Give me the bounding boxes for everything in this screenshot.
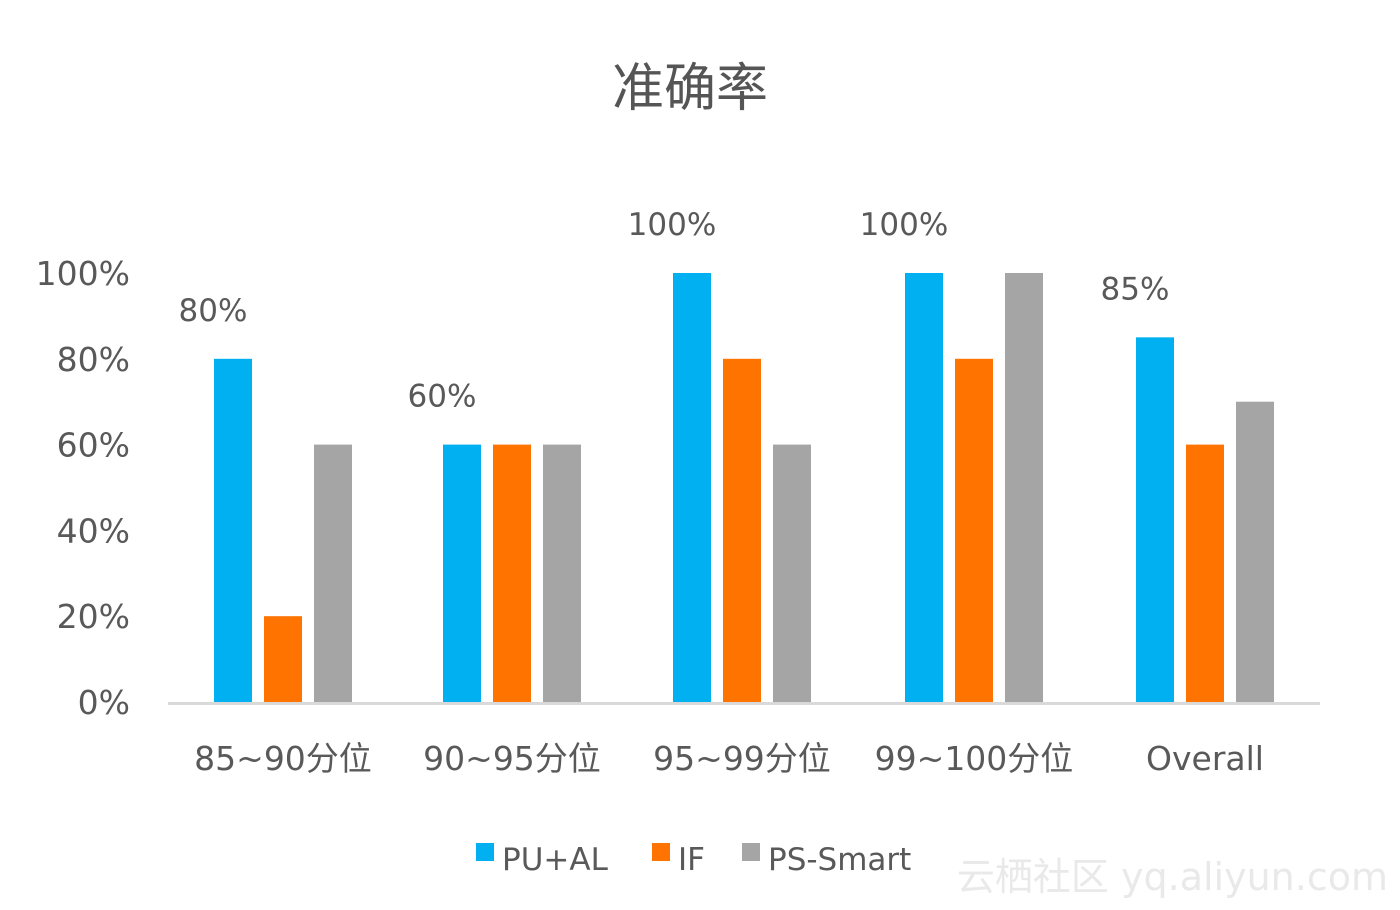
bar-ps-smart: [1005, 273, 1043, 702]
y-tick-label: 60%: [57, 426, 130, 465]
bar-if: [955, 358, 993, 702]
legend-swatch-if: [652, 843, 670, 861]
x-category-label: 85~90分位: [194, 739, 372, 778]
bar-pu-al: [214, 358, 252, 702]
legend-swatch-ps-smart: [742, 843, 760, 861]
legend-label-pu-al: PU+AL: [502, 842, 609, 878]
y-tick-label: 80%: [57, 340, 130, 379]
bar-pu-al: [443, 444, 481, 702]
y-tick-label: 100%: [36, 254, 130, 293]
bar-ps-smart: [773, 444, 811, 702]
bar-if: [264, 616, 302, 702]
bar-ps-smart: [314, 444, 352, 702]
data-label: 100%: [860, 207, 949, 243]
bars: [214, 273, 1274, 702]
x-axis: 85~90分位 90~95分位 95~99分位 99~100分位 Overall: [168, 702, 1320, 778]
watermark: 云栖社区 yq.aliyun.com: [957, 855, 1388, 899]
x-category-label: Overall: [1146, 739, 1264, 778]
bar-if: [1186, 444, 1224, 702]
y-tick-label: 0%: [78, 683, 130, 722]
y-tick-label: 40%: [57, 511, 130, 550]
x-category-label: 99~100分位: [875, 739, 1074, 778]
bar-if: [723, 358, 761, 702]
y-tick-label: 20%: [57, 597, 130, 636]
data-labels: 80% 60% 100% 100% 85%: [179, 207, 1170, 415]
bar-pu-al: [1136, 337, 1174, 702]
bar-ps-smart: [543, 444, 581, 702]
x-category-label: 95~99分位: [653, 739, 831, 778]
bar-pu-al: [673, 273, 711, 702]
legend-label-if: IF: [678, 842, 705, 878]
data-label: 80%: [179, 293, 248, 329]
y-axis: 0% 20% 40% 60% 80% 100%: [36, 254, 130, 722]
legend-label-ps-smart: PS-Smart: [768, 842, 911, 878]
legend: PU+AL IF PS-Smart: [476, 842, 911, 878]
bar-ps-smart: [1236, 401, 1274, 702]
watermark-text: 云栖社区 yq.aliyun.com: [957, 855, 1388, 899]
data-label: 85%: [1101, 271, 1170, 307]
bar-pu-al: [905, 273, 943, 702]
chart-title: 准确率: [612, 59, 768, 119]
data-label: 100%: [628, 207, 717, 243]
x-category-label: 90~95分位: [423, 739, 601, 778]
bar-if: [493, 444, 531, 702]
legend-swatch-pu-al: [476, 843, 494, 861]
data-label: 60%: [408, 379, 477, 415]
